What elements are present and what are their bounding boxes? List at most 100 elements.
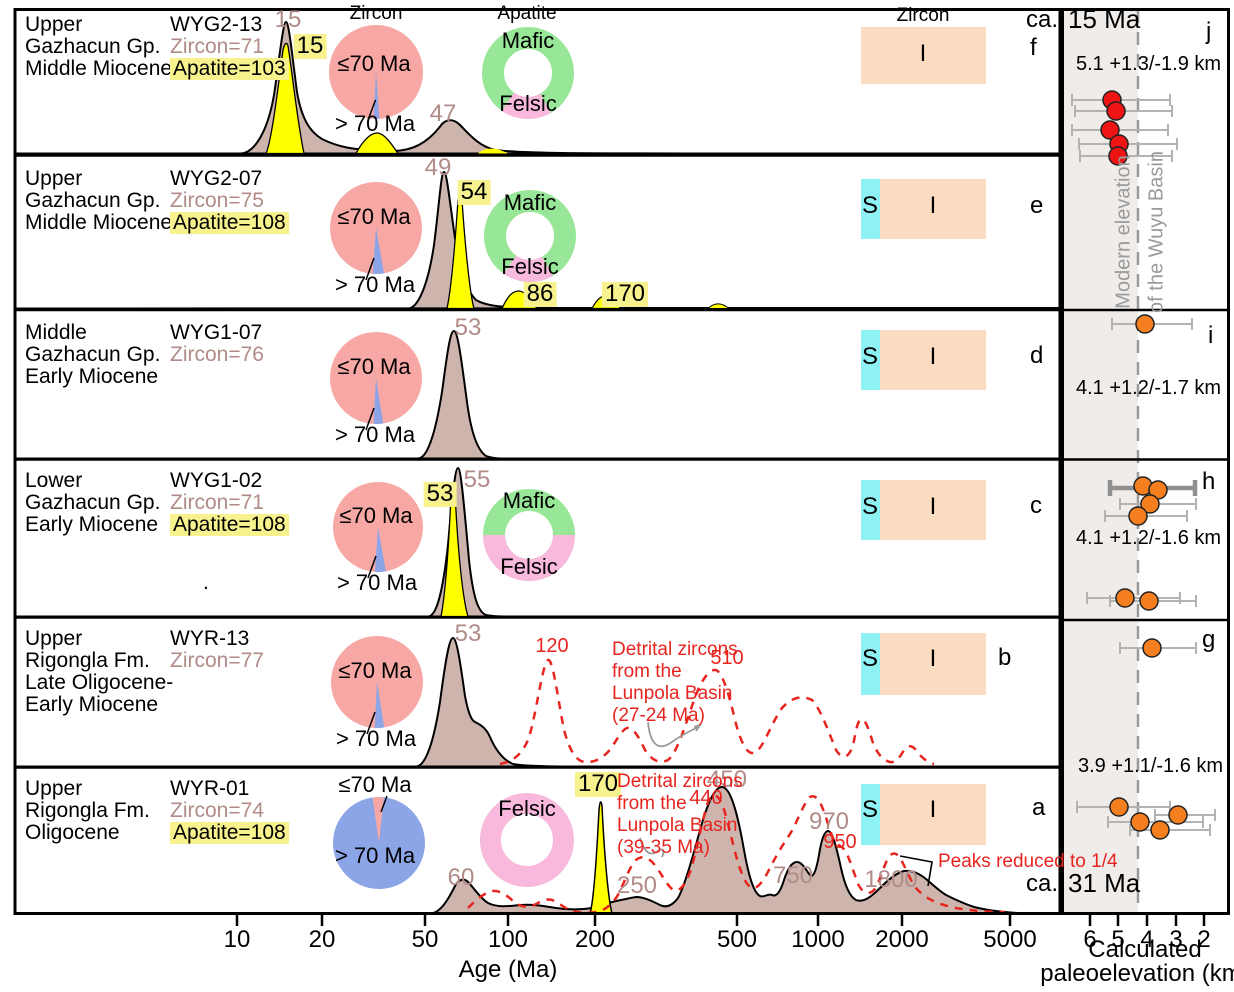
lunpola-annotation-line: Detrital zircons xyxy=(617,771,743,792)
unit-label: Upper xyxy=(25,13,83,36)
x-tick-label: 20 xyxy=(308,926,336,953)
peak-label: 970 xyxy=(808,808,850,835)
unit-label: Upper xyxy=(25,167,83,190)
elevation-estimate: 3.9 +1.1/-1.6 km xyxy=(1078,755,1224,777)
pie-le70-label: ≤70 Ma xyxy=(337,204,411,229)
sample-id: WYG2-07 xyxy=(170,167,263,190)
pie-gt70-label: > 70 Ma xyxy=(334,272,416,297)
section-letter: i xyxy=(1208,322,1214,349)
elev-tick-label: 6 xyxy=(1083,926,1097,953)
pie-gt70-label: > 70 Ma xyxy=(334,111,416,136)
lunpola-annotation-line: (27-24 Ma) xyxy=(612,705,705,726)
unit-label: Rigongla Fm. xyxy=(25,799,150,822)
lunpola-reference-curve-a xyxy=(467,793,1006,914)
elevation-estimate: 5.1 +1.3/-1.9 km xyxy=(1076,53,1222,75)
section-letter: g xyxy=(1202,626,1216,653)
pie-le70-label: ≤70 Ma xyxy=(338,772,412,797)
elev-axis-title: paleoelevation (km) xyxy=(1040,960,1234,987)
unit-label: Gazhacun Gp. xyxy=(25,343,161,366)
ca-label: ca. xyxy=(1025,870,1058,897)
pie-gt70-label: > 70 Ma xyxy=(336,570,418,595)
x-tick-label: 1000 xyxy=(791,926,845,953)
peak-label: 53 xyxy=(423,481,457,507)
unit-label: Early Miocene xyxy=(25,693,159,716)
peak-label: 120 xyxy=(535,635,569,657)
sample-id: WYG1-07 xyxy=(170,321,263,344)
unit-label: Early Miocene xyxy=(25,365,159,388)
pie-gt70-label: > 70 Ma xyxy=(335,726,417,751)
unit-label: Early Miocene xyxy=(25,513,159,536)
peaks-reduced-bracket xyxy=(899,855,933,887)
modern-elevation-label: Modern elevation xyxy=(1112,155,1135,309)
lunpola-annotation-line: from the xyxy=(612,661,682,682)
ca-label: ca. xyxy=(1025,6,1058,33)
sample-id: WYG1-02 xyxy=(170,469,263,492)
elev-axis-title: Calculated xyxy=(1088,936,1202,963)
donut-mafic-label: Mafic xyxy=(503,190,557,215)
donut-felsic-label: Felsic xyxy=(500,554,558,579)
modern-elevation-label: of the Wuyu Basin xyxy=(1145,151,1168,313)
panel-letter: d xyxy=(1030,342,1044,369)
peak-label: 15 xyxy=(293,33,327,59)
zircon-count: Zircon=76 xyxy=(170,343,264,366)
pie-gt70-label: > 70 Ma xyxy=(334,843,416,868)
pie-le70-label: ≤70 Ma xyxy=(337,354,411,379)
donut-felsic-label: Felsic xyxy=(499,91,557,116)
peak-label: 53 xyxy=(454,620,482,647)
panel-borders xyxy=(13,8,1230,915)
peak-label: 49 xyxy=(424,154,452,181)
age-label: 15 Ma xyxy=(1068,4,1141,34)
section-letter: j xyxy=(1206,18,1212,45)
source-s-label: S xyxy=(861,645,879,672)
unit-label: Late Oligocene- xyxy=(25,671,174,694)
apatite-count: Apatite=108 xyxy=(170,212,289,234)
unit-label: Upper xyxy=(25,627,83,650)
section-letter: h xyxy=(1202,468,1216,495)
source-i-label: I xyxy=(929,343,937,370)
unit-label: Gazhacun Gp. xyxy=(25,491,161,514)
x-tick-label: 50 xyxy=(411,926,439,953)
panel-letter: a xyxy=(1032,794,1046,821)
paleo-dots-orange xyxy=(1109,314,1188,840)
axis-ticks xyxy=(235,914,1206,926)
apatite-count: Apatite=108 xyxy=(170,514,289,536)
apatite-count: Apatite=103 xyxy=(170,58,289,80)
sample-id: WYR-13 xyxy=(170,627,250,650)
paleo-dots-red xyxy=(1100,90,1129,166)
pie-gt70-label: > 70 Ma xyxy=(334,422,416,447)
panel-letter: f xyxy=(1030,34,1037,61)
zircon-count: Zircon=75 xyxy=(170,189,264,212)
source-i-label: I xyxy=(929,493,937,520)
zircon-pies xyxy=(329,25,425,889)
peak-label: 170 xyxy=(601,281,649,307)
source-s-label: S xyxy=(861,493,879,520)
elev-tick-label: 5 xyxy=(1111,926,1125,953)
unit-label: Middle xyxy=(25,321,87,344)
peak-label: 250 xyxy=(616,872,658,899)
x-tick-label: 200 xyxy=(574,926,616,953)
donut-felsic-label: Felsic xyxy=(498,796,556,821)
unit-label: Gazhacun Gp. xyxy=(25,35,161,58)
source-bar-title: Zircon xyxy=(896,5,950,26)
peak-label: 450 xyxy=(706,766,748,793)
pie-le70-label: ≤70 Ma xyxy=(338,658,412,683)
zircon-count: Zircon=77 xyxy=(170,649,264,672)
x-tick-label: 10 xyxy=(223,926,251,953)
apatite-donuts xyxy=(480,27,576,887)
donut-title: Apatite xyxy=(497,3,557,24)
panel-letter: b xyxy=(998,644,1012,671)
unit-label: Oligocene xyxy=(25,821,120,844)
elevation-estimate: 4.1 +1.2/-1.7 km xyxy=(1076,377,1222,399)
unit-label: Rigongla Fm. xyxy=(25,649,150,672)
source-i-label: I xyxy=(919,40,927,67)
source-i-label: I xyxy=(929,192,937,219)
lunpola-annotation-line: from the xyxy=(617,793,687,814)
lunpola-annotation-line: (39-35 Ma) xyxy=(617,837,710,858)
unit-label: Middle Miocene xyxy=(25,57,173,80)
peak-label: 54 xyxy=(457,179,491,205)
zircon-count: Zircon=71 xyxy=(170,35,264,58)
peak-label: 86 xyxy=(523,281,557,307)
age-label: 31 Ma xyxy=(1068,868,1141,898)
lunpola-reference-curve-b xyxy=(499,658,935,766)
